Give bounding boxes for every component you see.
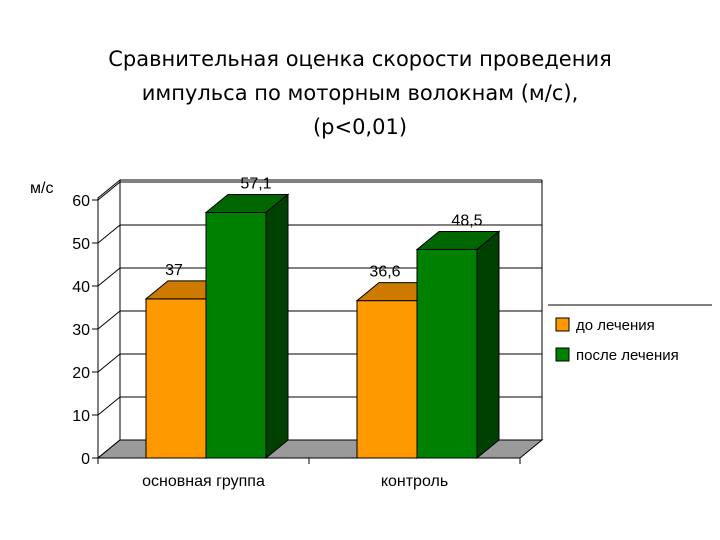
gridline-side-20: [97, 353, 121, 373]
data-label: 48,5: [451, 212, 482, 229]
gridline-side-40: [97, 267, 121, 287]
x-category-label: контроль: [381, 473, 448, 490]
y-tick-label: 10: [72, 408, 90, 425]
side-wall: [97, 178, 121, 460]
y-tick-label: 30: [72, 322, 90, 339]
x-category-label: основная группа: [142, 473, 265, 490]
title-line-1: Сравнительная оценка скорости проведения: [108, 47, 612, 71]
gridline-side-10: [97, 396, 121, 416]
y-tick-label: 40: [72, 279, 90, 296]
legend: до лечения после лечения: [548, 304, 712, 364]
bars: [144, 193, 501, 460]
data-label: 37: [165, 262, 183, 279]
title-line-2: импульса по моторным волокнам (м/с),: [141, 81, 579, 105]
legend-label: до лечения: [576, 317, 655, 334]
y-tick-label: 20: [72, 365, 90, 382]
y-axis: 0 10 20 30 40 50 60 м/с: [30, 180, 99, 468]
data-label: 36,6: [369, 264, 400, 281]
legend-swatch: [555, 317, 570, 332]
legend-label: после лечения: [576, 347, 679, 364]
data-labels: 37 36,6 57,1 48,5: [165, 175, 483, 280]
y-tick-label: 60: [72, 193, 90, 210]
y-tick-label: 50: [72, 236, 90, 253]
bar-after-0: [204, 193, 290, 460]
legend-swatch: [555, 347, 570, 362]
gridline-side-50: [97, 224, 121, 244]
title-line-3: (p<0,01): [312, 115, 408, 139]
gridline-side-60: [97, 181, 121, 201]
y-tick-label: 0: [81, 451, 90, 468]
chart-title: Сравнительная оценка скорости проведения…: [40, 42, 680, 144]
y-axis-label: м/с: [30, 180, 53, 197]
gridline-side-30: [97, 310, 121, 330]
x-axis: основная группа контроль: [97, 457, 521, 490]
bar-after-1: [415, 230, 501, 460]
data-label: 57,1: [240, 175, 271, 192]
